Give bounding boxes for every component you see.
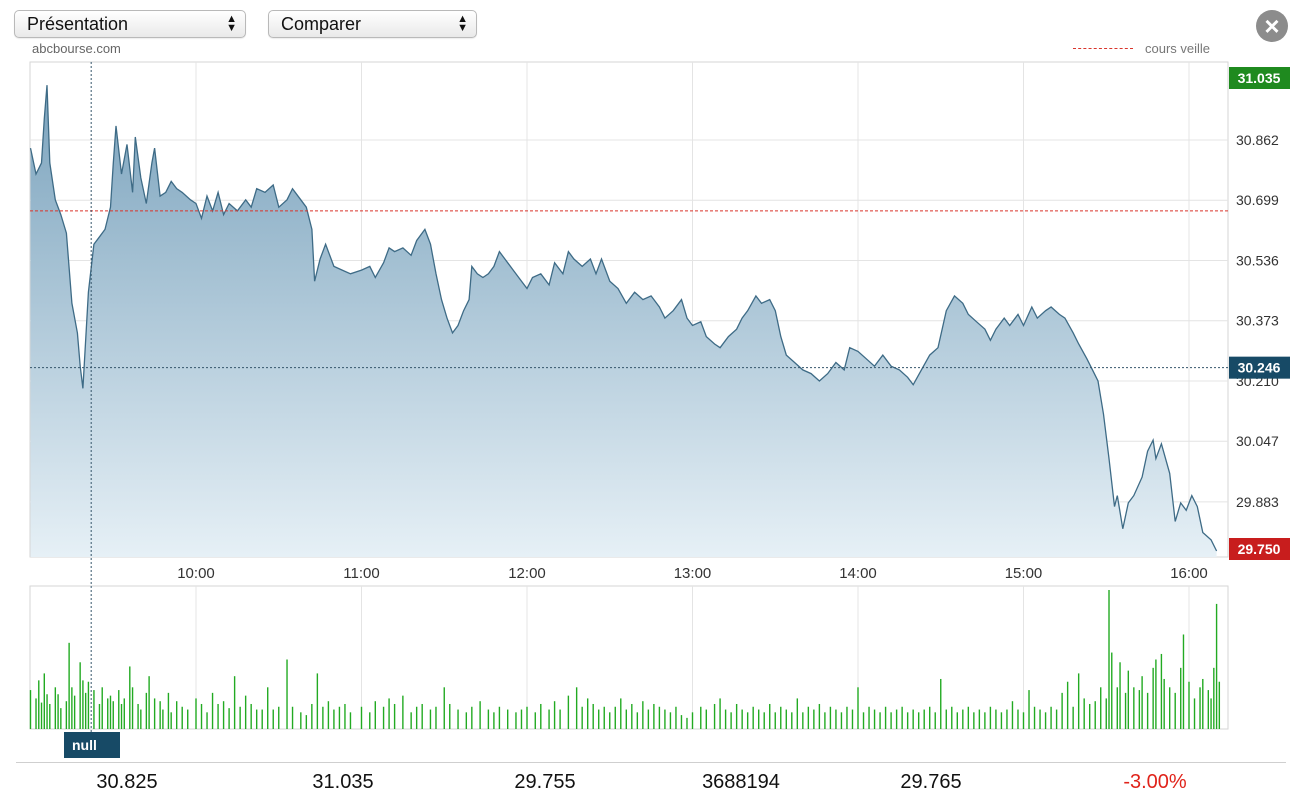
stat-low: 29.755 [514, 771, 576, 793]
x-tick-label: 12:00 [508, 565, 546, 582]
presentation-select-label: Présentation [27, 14, 129, 34]
comparer-select[interactable]: Comparer ▲ ▼ [268, 10, 477, 38]
x-tick-label: 14:00 [839, 565, 877, 582]
x-tick-label: 13:00 [674, 565, 712, 582]
price-line [29, 85, 1218, 552]
x-tick-label: 11:00 [343, 565, 379, 582]
price-area [30, 85, 1217, 557]
x-tick-label: 16:00 [1170, 565, 1208, 582]
volume-panel [29, 585, 1229, 730]
y-tick-label: 29.883 [1236, 494, 1279, 510]
x-tick-label: 15:00 [1005, 565, 1043, 582]
legend: cours veille [1073, 41, 1210, 56]
comparer-select-label: Comparer [281, 14, 362, 34]
crosshair-time-badge: null [72, 737, 97, 753]
stat-volume: 3688194 [702, 771, 780, 793]
crosshair-time-badge-bg [64, 732, 120, 758]
price-chart[interactable]: 10:00 11:00 12:00 13:00 14:00 15:00 16:00 30.86… [0, 0, 1306, 760]
current-badge: 30.246 [1238, 360, 1281, 376]
y-tick-label: 30.047 [1236, 433, 1279, 449]
x-tick-label: 10:00 [177, 565, 215, 582]
y-tick-label: 30.699 [1236, 192, 1279, 208]
watermark: abcbourse.com [32, 41, 121, 56]
stat-high: 31.035 [312, 771, 374, 793]
high-badge: 31.035 [1238, 70, 1281, 86]
presentation-select[interactable]: Présentation ▲ ▼ [14, 10, 246, 38]
legend-dash [1073, 48, 1133, 49]
low-badge: 29.750 [1238, 541, 1281, 557]
y-tick-label: 30.373 [1236, 313, 1279, 329]
close-icon[interactable]: × [1256, 10, 1288, 42]
stat-last: 29.765 [900, 771, 962, 793]
stat-change: -3.00% [1123, 771, 1187, 793]
current-badge-bg [1229, 356, 1290, 379]
updown-arrows-icon: ▲ ▼ [457, 13, 468, 34]
y-tick-label: 30.862 [1236, 132, 1279, 148]
low-badge-bg [1229, 538, 1290, 560]
y-tick-label: 30.536 [1236, 252, 1279, 268]
stat-open: 30.825 [96, 771, 158, 793]
updown-arrows-icon: ▲ ▼ [226, 13, 237, 34]
high-badge-bg [1229, 67, 1290, 89]
stats-bar: 30.825 31.035 29.755 3688194 29.765 -3.0… [16, 762, 1286, 803]
legend-label: cours veille [1145, 41, 1211, 56]
